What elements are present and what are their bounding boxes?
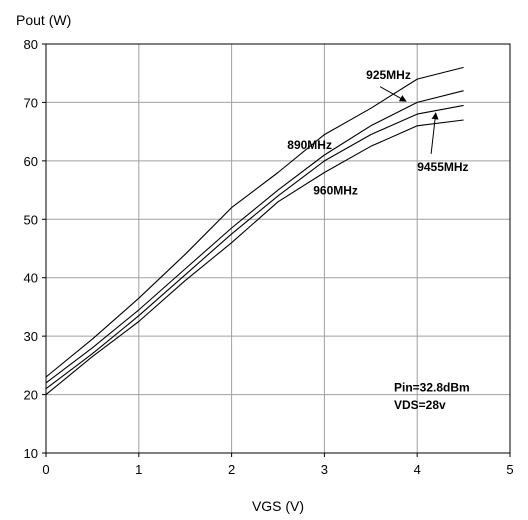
pointer-arrow-9455MHz bbox=[430, 112, 439, 154]
y-axis-title: Pout (W) bbox=[16, 12, 71, 28]
series-lines bbox=[45, 66, 464, 396]
x-tick-label: 2 bbox=[228, 462, 235, 477]
pointer-arrow-925MHz bbox=[379, 86, 407, 102]
y-tick-label: 70 bbox=[24, 95, 38, 110]
y-tick-label: 40 bbox=[24, 271, 38, 286]
y-tick-label: 80 bbox=[24, 37, 38, 52]
series-line-925MHz bbox=[45, 90, 464, 384]
annotation-arrows bbox=[379, 86, 439, 154]
annotation-label: 960MHz bbox=[313, 184, 358, 198]
y-tick-label: 50 bbox=[24, 212, 38, 227]
annotation-label: VDS=28v bbox=[394, 398, 446, 412]
series-line-890MHz bbox=[45, 66, 464, 378]
x-tick-label: 5 bbox=[506, 462, 513, 477]
plot-area bbox=[45, 43, 511, 454]
annotation-label: 890MHz bbox=[287, 138, 332, 152]
x-tick-label: 3 bbox=[321, 462, 328, 477]
grid bbox=[46, 44, 510, 453]
y-tick-label: 10 bbox=[24, 446, 38, 461]
x-tick-label: 4 bbox=[414, 462, 421, 477]
y-tick-label: 30 bbox=[24, 329, 38, 344]
axis-ticks: 0 1 2 3 4 5 10 20 30 40 50 60 70 80 bbox=[24, 37, 514, 477]
annotations: 890MHz 925MHz 9455MHz 960MHz Pin=32.8dBm VDS=… bbox=[287, 68, 469, 412]
annotation-label: 9455MHz bbox=[417, 160, 468, 174]
series-line-960MHz bbox=[45, 119, 464, 396]
annotation-label: Pin=32.8dBm bbox=[394, 381, 470, 395]
x-axis-title: VGS (V) bbox=[252, 498, 304, 514]
x-tick-label: 1 bbox=[135, 462, 142, 477]
series-line-9455MHz bbox=[45, 104, 464, 390]
x-tick-label: 0 bbox=[42, 462, 49, 477]
y-tick-label: 20 bbox=[24, 388, 38, 403]
y-tick-label: 60 bbox=[24, 154, 38, 169]
annotation-label: 925MHz bbox=[366, 68, 411, 82]
